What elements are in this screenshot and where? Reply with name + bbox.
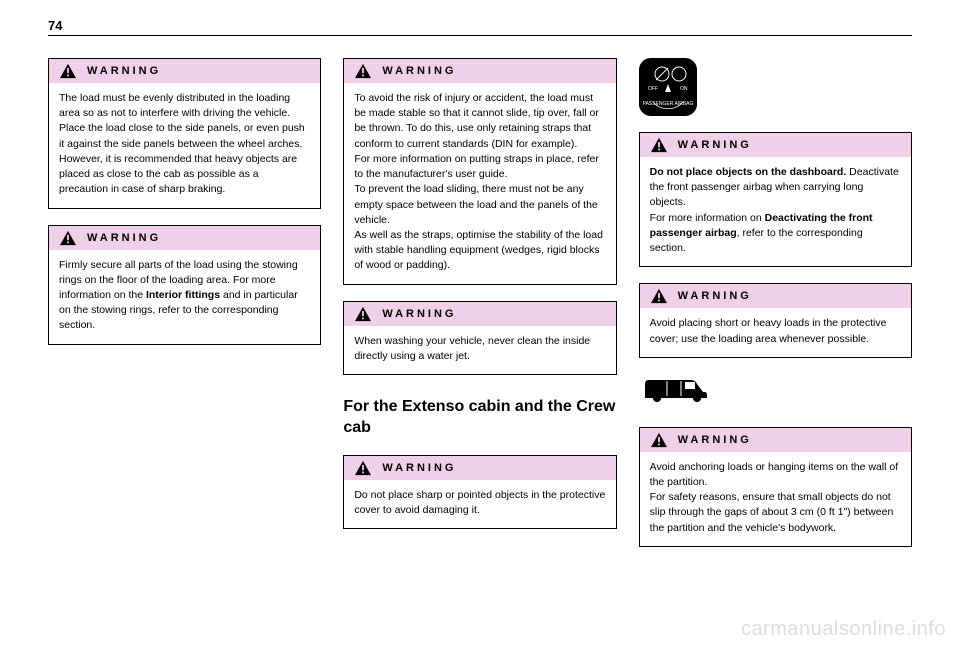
page-divider (48, 35, 912, 36)
warning-title: WARNING (87, 232, 161, 244)
warning-triangle-icon (650, 432, 668, 448)
airbag-icon-container: OFF ON PASSENGER AIRBAG (639, 58, 912, 116)
warning-triangle-icon (354, 306, 372, 322)
warning-title: WARNING (382, 308, 456, 320)
warning-triangle-icon (650, 137, 668, 153)
warning-body: Do not place sharp or pointed objects in… (344, 480, 615, 528)
warning-title: WARNING (678, 139, 752, 151)
warning-body: Firmly secure all parts of the load usin… (49, 250, 320, 344)
page-number: 74 (48, 18, 912, 33)
warning-title: WARNING (678, 434, 752, 446)
warning-title: WARNING (382, 65, 456, 77)
svg-text:OFF: OFF (648, 86, 658, 92)
warning-box-secure-load: WARNING Firmly secure all parts of the l… (48, 225, 321, 345)
warning-title: WARNING (382, 462, 456, 474)
column-1: WARNING The load must be evenly distribu… (48, 58, 321, 547)
warning-triangle-icon (354, 63, 372, 79)
warning-triangle-icon (59, 63, 77, 79)
watermark: carmanualsonline.info (741, 618, 946, 641)
warning-header: WARNING (344, 302, 615, 326)
van-silhouette-icon (639, 374, 711, 406)
passenger-airbag-icon: OFF ON PASSENGER AIRBAG (639, 58, 697, 116)
warning-triangle-icon (650, 288, 668, 304)
van-icon-container (639, 374, 912, 411)
warning-header: WARNING (49, 59, 320, 83)
warning-body: Avoid placing short or heavy loads in th… (640, 308, 911, 356)
warning-triangle-icon (59, 230, 77, 246)
warning-box-avoid-injury: WARNING To avoid the risk of injury or a… (343, 58, 616, 285)
columns-container: WARNING The load must be evenly distribu… (48, 58, 912, 547)
warning-box-anchoring: WARNING Avoid anchoring loads or hanging… (639, 427, 912, 547)
warning-triangle-icon (354, 460, 372, 476)
warning-box-load-distribution: WARNING The load must be evenly distribu… (48, 58, 321, 209)
warning-body: To avoid the risk of injury or accident,… (344, 83, 615, 284)
warning-body: When washing your vehicle, never clean t… (344, 326, 615, 374)
column-3: OFF ON PASSENGER AIRBAG WARNING Do not p… (639, 58, 912, 547)
warning-box-sharp-objects: WARNING Do not place sharp or pointed ob… (343, 455, 616, 529)
text-bold: Do not place objects on the dashboard. (650, 166, 847, 178)
column-2: WARNING To avoid the risk of injury or a… (343, 58, 616, 547)
warning-body: The load must be evenly distributed in t… (49, 83, 320, 208)
warning-body: Do not place objects on the dashboard. D… (640, 157, 911, 266)
warning-box-dashboard: WARNING Do not place objects on the dash… (639, 132, 912, 267)
warning-title: WARNING (678, 290, 752, 302)
svg-text:PASSENGER AIRBAG: PASSENGER AIRBAG (642, 101, 693, 107)
warning-header: WARNING (344, 59, 615, 83)
warning-header: WARNING (640, 428, 911, 452)
warning-box-short-heavy: WARNING Avoid placing short or heavy loa… (639, 283, 912, 357)
warning-header: WARNING (640, 284, 911, 308)
warning-box-washing: WARNING When washing your vehicle, never… (343, 301, 616, 375)
warning-title: WARNING (87, 65, 161, 77)
text-bold: Interior fittings (146, 289, 220, 301)
warning-header: WARNING (640, 133, 911, 157)
warning-body: Avoid anchoring loads or hanging items o… (640, 452, 911, 546)
svg-text:ON: ON (680, 86, 688, 92)
section-title-extenso: For the Extenso cabin and the Crew cab (343, 397, 616, 439)
warning-header: WARNING (344, 456, 615, 480)
warning-header: WARNING (49, 226, 320, 250)
